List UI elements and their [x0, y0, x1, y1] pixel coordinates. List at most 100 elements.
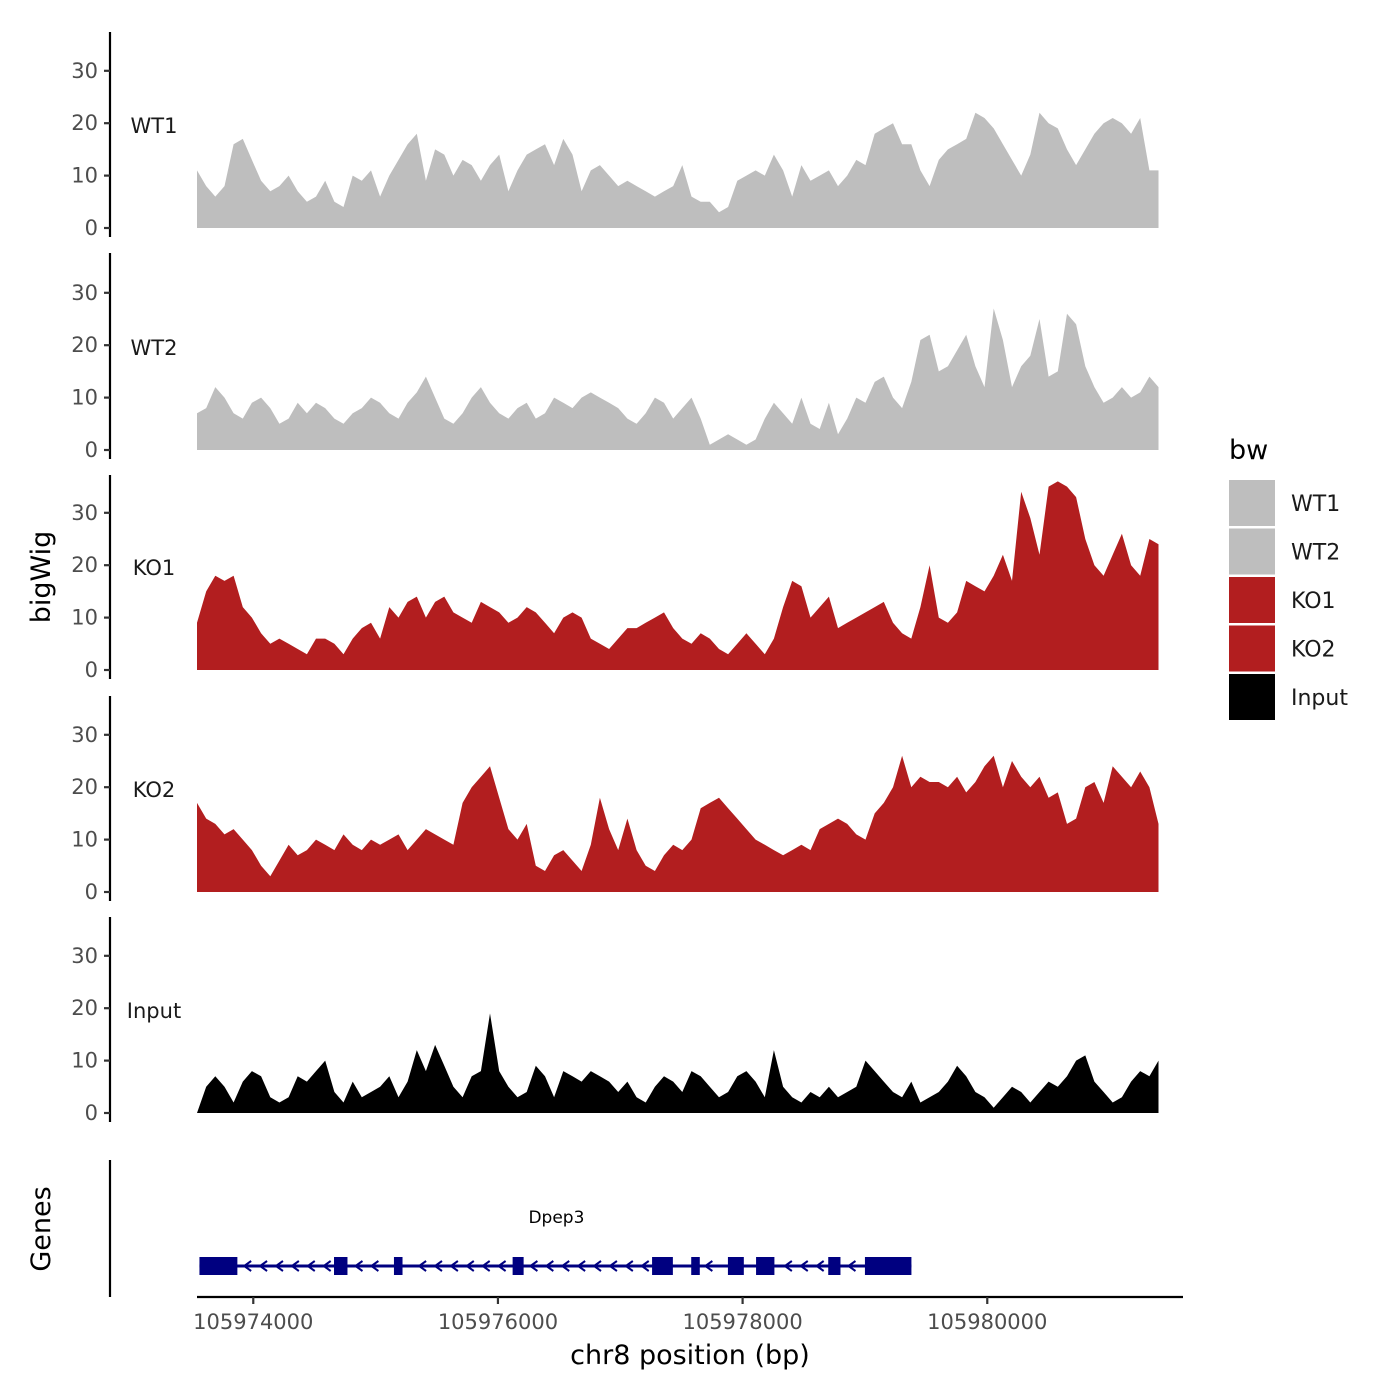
track-ko1: 0 10 20 30 KO1	[71, 475, 1159, 682]
strand-arrow	[480, 1260, 491, 1272]
track-wt1: 0 10 20 30 WT1	[71, 32, 1159, 240]
legend-title: bw	[1229, 435, 1268, 466]
strand-arrow	[799, 1260, 809, 1272]
legend-label-wt1: WT1	[1291, 492, 1340, 517]
y-tick-label: 30	[71, 281, 98, 305]
track-area-ko1	[197, 481, 1159, 670]
track-area-ko2	[197, 755, 1159, 892]
strand-arrow	[846, 1260, 857, 1272]
strand-arrow	[496, 1260, 507, 1272]
x-tick-label: 105974000	[193, 1310, 313, 1334]
track-area-wt2	[197, 308, 1159, 450]
gene-name-label: Dpep3	[528, 1208, 584, 1228]
strand-arrow	[449, 1260, 459, 1272]
strand-arrow	[258, 1260, 268, 1272]
track-area-input	[197, 1013, 1159, 1113]
legend-swatch-wt1	[1229, 480, 1275, 526]
track-label-input: Input	[127, 999, 181, 1023]
x-tick-label: 105980000	[927, 1310, 1047, 1334]
y-tick-label: 30	[71, 944, 98, 968]
exon-2	[334, 1257, 348, 1275]
y-tick-label: 10	[71, 606, 98, 630]
x-tick-label: 105976000	[438, 1310, 558, 1334]
exon-10	[864, 1257, 912, 1275]
strand-arrow	[592, 1260, 602, 1272]
legend-entry-wt2: WT2	[1229, 528, 1340, 575]
legend-entry-wt1: WT1	[1229, 480, 1340, 526]
legend-label-ko1: KO1	[1291, 589, 1336, 614]
legend-swatch-ko2	[1229, 625, 1275, 672]
strand-arrow	[528, 1260, 538, 1272]
x-axis: 105974000 105976000 105978000 105980000	[193, 1295, 1183, 1334]
strand-arrow	[242, 1260, 252, 1272]
y-tick-label: 0	[85, 658, 98, 682]
y-tick-label: 30	[71, 723, 98, 747]
y-tick-label: 20	[71, 111, 98, 135]
strand-arrow	[608, 1260, 618, 1272]
track-label-wt1: WT1	[131, 114, 178, 138]
y-tick-label: 30	[71, 59, 98, 83]
y-tick-label: 20	[71, 333, 98, 357]
strand-arrow	[465, 1260, 475, 1272]
y-tick-label: 10	[71, 828, 98, 852]
strand-arrow	[544, 1260, 554, 1272]
legend-swatch-input	[1229, 674, 1275, 720]
strand-arrow	[640, 1260, 650, 1272]
y-tick-label: 0	[85, 1101, 98, 1125]
y-tick-label: 20	[71, 553, 98, 577]
exon-3	[393, 1257, 403, 1275]
strand-arrow	[560, 1260, 570, 1272]
y-tick-label: 0	[85, 216, 98, 240]
exon-9	[828, 1257, 841, 1275]
legend: bw WT1 WT2 KO1 KO2 Input	[1229, 435, 1348, 720]
y-tick-label: 20	[71, 996, 98, 1020]
legend-entry-input: Input	[1229, 674, 1348, 720]
track-ko2: 0 10 20 30 KO2	[71, 696, 1159, 904]
track-label-ko1: KO1	[133, 556, 176, 580]
y-tick-label: 20	[71, 775, 98, 799]
strand-arrow	[814, 1260, 825, 1272]
strand-arrow	[433, 1260, 443, 1272]
track-area-wt1	[197, 112, 1159, 228]
exon-7	[727, 1257, 744, 1275]
legend-label-wt2: WT2	[1291, 541, 1340, 566]
strand-arrow	[417, 1260, 427, 1272]
strand-arrow	[369, 1260, 379, 1272]
x-tick-label: 105978000	[682, 1310, 802, 1334]
exon-1	[199, 1257, 238, 1275]
strand-arrow	[306, 1260, 316, 1272]
track-label-wt2: WT2	[131, 336, 178, 360]
x-axis-title: chr8 position (bp)	[570, 1340, 810, 1371]
strand-arrow	[353, 1260, 364, 1272]
legend-label-ko2: KO2	[1291, 638, 1336, 663]
y-axis-title: bigWig	[26, 531, 57, 624]
track-wt2: 0 10 20 30 WT2	[71, 253, 1159, 462]
track-input: 0 10 20 30 Input	[71, 917, 1159, 1125]
exon-4	[512, 1257, 524, 1275]
y-tick-label: 10	[71, 386, 98, 410]
strand-arrow	[624, 1260, 634, 1272]
track-label-ko2: KO2	[133, 778, 176, 802]
bigwig-tracks: 0 10 20 30 WT1 0 10 20 30 WT2 0 10 20 30 KO1 0 10 20 30 KO2…	[71, 32, 1159, 1125]
strand-arrow	[290, 1260, 300, 1272]
strand-arrow	[576, 1260, 586, 1272]
legend-swatch-wt2	[1229, 528, 1275, 575]
legend-entry-ko1: KO1	[1229, 577, 1336, 623]
y-tick-label: 10	[71, 164, 98, 188]
legend-swatch-ko1	[1229, 577, 1275, 623]
exon-8	[756, 1257, 775, 1275]
gene-track: Dpep3	[108, 1160, 912, 1297]
strand-arrow	[783, 1260, 793, 1272]
strand-arrow	[703, 1260, 713, 1272]
legend-label-input: Input	[1291, 686, 1348, 711]
exon-6	[691, 1257, 700, 1275]
strand-arrow	[274, 1260, 284, 1272]
strand-arrow	[321, 1260, 332, 1272]
legend-entry-ko2: KO2	[1229, 625, 1336, 672]
y-tick-label: 0	[85, 880, 98, 904]
y-tick-label: 30	[71, 501, 98, 525]
genes-axis-title: Genes	[26, 1186, 57, 1271]
y-tick-label: 0	[85, 438, 98, 462]
exon-5	[652, 1257, 673, 1275]
